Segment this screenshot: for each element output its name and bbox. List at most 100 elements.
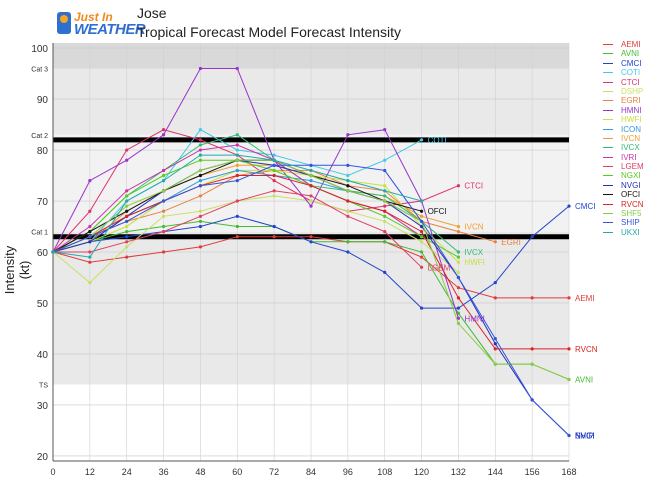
data-point-shf5 xyxy=(125,204,129,208)
data-point-lgem xyxy=(346,214,350,218)
legend-swatch xyxy=(603,222,613,224)
data-point-ukxi xyxy=(235,153,239,157)
data-point-ivri xyxy=(161,168,166,173)
data-point-hwfi xyxy=(456,260,461,264)
y-tick-label: 100 xyxy=(31,44,48,55)
data-point-shf5 xyxy=(198,168,203,173)
just-in-weather-logo: Just In WEATHER xyxy=(57,10,146,38)
data-point-ivcx xyxy=(383,194,387,198)
legend-label: UKXI xyxy=(621,227,640,237)
x-tick-label: 156 xyxy=(525,467,540,477)
data-point-ngxi xyxy=(272,168,276,173)
data-point-ofci xyxy=(88,230,92,234)
x-tick-label: 36 xyxy=(159,467,169,477)
x-tick-label: 96 xyxy=(343,467,353,477)
legend-entry-nvgi: NVGI xyxy=(603,181,650,190)
legend-swatch xyxy=(603,175,613,177)
data-point-hmni xyxy=(161,133,166,137)
end-label-coti: COTI xyxy=(428,136,447,145)
data-point-cmci xyxy=(419,306,424,310)
legend-label: SHIP xyxy=(621,218,640,228)
data-point-ivri xyxy=(88,224,92,229)
data-point-ivcn xyxy=(235,163,239,167)
legend-swatch xyxy=(603,53,613,55)
data-point-avni xyxy=(456,311,461,315)
end-label-ivcx: IVCX xyxy=(464,248,483,257)
x-tick-label: 120 xyxy=(414,467,429,477)
data-point-ctci xyxy=(125,148,129,152)
legend-entry-egri: EGRI xyxy=(603,96,650,105)
legend-swatch xyxy=(603,213,613,215)
data-point-shf5 xyxy=(161,189,166,193)
data-point-dshp xyxy=(125,245,129,249)
data-point-dshp xyxy=(198,209,203,213)
end-label-ship: SHIP xyxy=(575,432,594,441)
data-point-ship xyxy=(161,199,166,203)
series-line-ngxi xyxy=(52,159,459,258)
end-label-ctci: CTCI xyxy=(464,182,483,191)
data-point-ukxi xyxy=(309,168,313,173)
data-point-ship xyxy=(88,235,92,239)
data-point-ship xyxy=(456,275,461,280)
data-point-cmci xyxy=(309,240,313,244)
legend-label: CMCI xyxy=(621,58,642,68)
x-tick-label: 168 xyxy=(561,467,576,477)
data-point-shf5 xyxy=(567,377,571,382)
data-point-lgem xyxy=(309,194,313,198)
data-point-ukxi xyxy=(383,189,387,193)
data-point-egri xyxy=(198,194,203,198)
data-point-avni xyxy=(346,240,350,244)
legend-label: HMNI xyxy=(621,105,642,115)
data-point-dshp xyxy=(88,280,92,285)
data-point-shf5 xyxy=(383,199,387,203)
legend-label: LGEM xyxy=(621,162,644,172)
end-label-nvgi: NVGI xyxy=(575,432,595,441)
data-point-cmci xyxy=(530,235,534,239)
data-point-rvcn xyxy=(309,184,313,188)
data-point-shf5 xyxy=(456,321,461,325)
x-tick-label: 144 xyxy=(488,467,503,477)
legend-swatch xyxy=(603,166,613,168)
legend-label: RVCN xyxy=(621,199,644,209)
data-point-ngxi xyxy=(456,255,461,259)
legend-entry-rvcn: RVCN xyxy=(603,200,650,209)
data-point-aemi xyxy=(198,245,203,249)
data-point-ngxi xyxy=(198,158,203,162)
data-point-ctci xyxy=(88,209,92,213)
data-point-ctci xyxy=(161,128,166,132)
data-point-lgem xyxy=(235,199,239,203)
logo-bottom-text: WEATHER xyxy=(74,21,146,38)
y-tick-label: 40 xyxy=(37,350,49,361)
data-point-rvcn xyxy=(383,209,387,213)
chart-subtitle: Tropical Forecast Model Forecast Intensi… xyxy=(137,24,402,40)
data-point-avni xyxy=(125,230,129,234)
legend-entry-aemi: AEMI xyxy=(603,40,650,49)
legend-label: ICON xyxy=(621,124,641,134)
legend-entry-cmci: CMCI xyxy=(603,59,650,68)
data-point-ship xyxy=(346,163,350,167)
data-point-coti xyxy=(346,173,350,178)
legend-label: EGRI xyxy=(621,96,641,106)
data-point-lgem xyxy=(161,230,166,234)
legend-label: AEMI xyxy=(621,40,641,49)
data-point-shf5 xyxy=(493,362,497,366)
data-point-rvcn xyxy=(419,230,424,234)
legend-label: OFCI xyxy=(621,190,641,200)
legend-entry-hwfi: HWFI xyxy=(603,115,650,124)
data-point-hmni xyxy=(198,66,203,71)
chart-title: Jose xyxy=(137,5,167,21)
series-line-dshp xyxy=(52,195,459,284)
data-point-aemi xyxy=(235,235,239,239)
legend-swatch xyxy=(603,81,613,83)
legend-swatch xyxy=(603,100,613,102)
data-point-ship xyxy=(383,168,387,173)
data-point-coti xyxy=(419,138,424,142)
end-label-ivcn: IVCN xyxy=(464,223,483,232)
data-point-cmci xyxy=(198,224,203,229)
data-point-ctci xyxy=(272,179,276,183)
logo-top-text: Just In xyxy=(74,10,113,24)
legend-swatch xyxy=(603,44,613,45)
data-point-rvcn xyxy=(125,214,129,218)
data-point-aemi xyxy=(567,296,571,300)
